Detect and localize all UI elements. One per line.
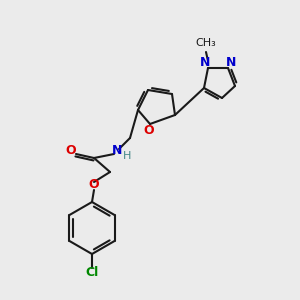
Text: Cl: Cl bbox=[85, 266, 99, 280]
Text: O: O bbox=[144, 124, 154, 137]
Text: CH₃: CH₃ bbox=[196, 38, 216, 48]
Text: O: O bbox=[89, 178, 99, 190]
Text: N: N bbox=[226, 56, 236, 70]
Text: N: N bbox=[200, 56, 210, 70]
Text: O: O bbox=[66, 145, 76, 158]
Text: H: H bbox=[123, 151, 131, 161]
Text: N: N bbox=[112, 145, 122, 158]
